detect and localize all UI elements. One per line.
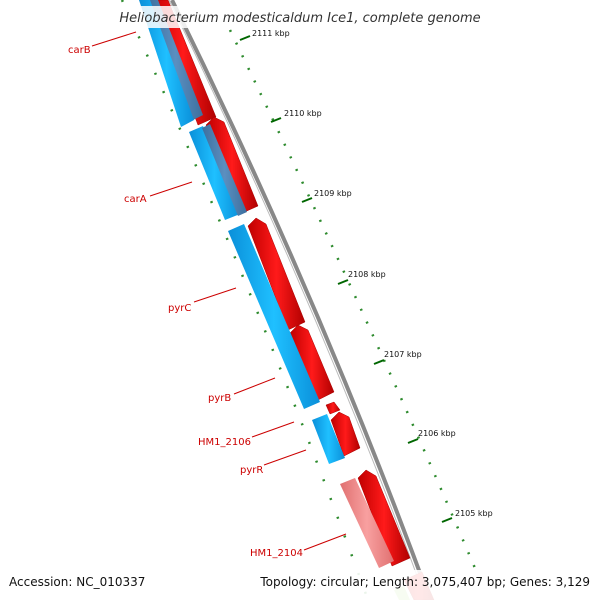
gene-label-pyrC[interactable]: pyrC [168,303,191,314]
gene-reverse-carB-part[interactable] [139,0,194,127]
gene-label-pyrR[interactable]: pyrR [240,465,263,476]
gene-reverse-carB[interactable] [148,0,203,121]
gene-reverse-pyrB[interactable] [312,414,345,464]
leader-line-pyrB [233,377,276,395]
ruler-label-2105: 2105 kbp [455,509,493,518]
genome-backbone [170,0,432,600]
ruler-label-2111: 2111 kbp [252,29,290,38]
ruler-major-tick [239,35,251,41]
kbp-ruler: 2111 kbp 2110 kbp 2109 kbp 2108 kbp 2107… [228,29,493,581]
leader-line-pyrC [193,287,237,303]
inner-dotted-guide [120,0,370,600]
ruler-label-2110: 2110 kbp [284,109,322,118]
forward-strand-track [149,0,435,600]
ruler-major-tick [270,117,282,123]
leader-line-carB [91,31,137,47]
ruler-label-2109: 2109 kbp [314,189,352,198]
ruler-major-tick [337,279,349,285]
gene-label-HM1_2106[interactable]: HM1_2106 [198,437,251,448]
genome-summary-text: Topology: circular; Length: 3,075,407 bp… [259,575,590,589]
leader-line-HM1_2106 [251,421,295,438]
gene-reverse-carA-part[interactable] [202,124,247,216]
title-background [108,6,492,28]
ruler-major-tick [407,438,419,444]
genome-backbone-highlight [168,0,427,600]
ruler-label-2107: 2107 kbp [384,350,422,359]
gene-reverse-carA[interactable] [189,126,240,220]
footer-background [0,570,600,600]
gene-label-carA[interactable]: carA [124,194,147,205]
ruler-major-tick [441,517,453,523]
gene-reverse-pyrC[interactable] [228,224,320,409]
ruler-label-2106: 2106 kbp [418,429,456,438]
gene-label-pyrB[interactable]: pyrB [208,393,231,404]
gene-reverse-pyrR[interactable] [340,478,394,568]
leader-line-carA [149,181,193,197]
gene-forward[interactable] [325,401,341,415]
gene-label-HM1_2104[interactable]: HM1_2104 [250,548,303,559]
ruler-label-2108: 2108 kbp [348,270,386,279]
page-title: Heliobacterium modesticaldum Ice1, compl… [119,11,480,26]
reverse-strand-track [139,0,394,568]
leader-line-HM1_2104 [303,533,347,551]
ruler-major-tick [301,197,313,203]
gene-labels: carB carA pyrC pyrB HM1_2106 pyrR HM1_21… [68,31,347,559]
gene-forward[interactable] [330,411,361,457]
gene-label-carB[interactable]: carB [68,45,91,56]
ruler-major-tick [373,359,385,365]
accession-text: Accession: NC_010337 [9,575,145,589]
leader-line-pyrR [263,449,307,466]
